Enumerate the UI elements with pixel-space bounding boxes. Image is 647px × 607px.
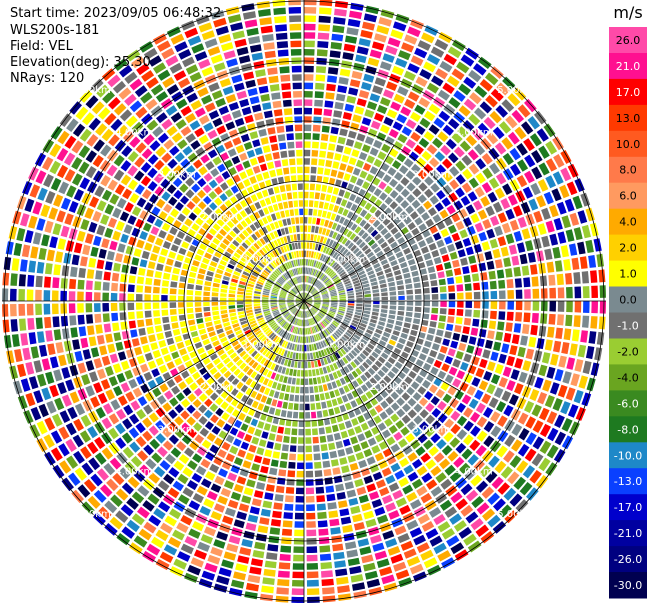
range-ring-label: 1.00km [327, 339, 365, 350]
range-ring-label: 2.00km [370, 212, 408, 223]
range-ring-label: 5.00km [73, 85, 111, 96]
azimuth-spoke [303, 300, 461, 392]
range-ring-label: 5.00km [497, 509, 535, 520]
colorbar-swatch [609, 390, 647, 417]
range-ring-label: 4.00km [455, 467, 493, 478]
range-ring-label: 3.00km [158, 424, 196, 435]
azimuth-spoke [147, 300, 305, 392]
colorbar-tick-label: -2.0 [617, 345, 638, 358]
start-time-text: Start time: 2023/09/05 06:48:32 [10, 6, 222, 21]
velocity-gate-group [11, 0, 599, 594]
velocity-gate-group [20, 2, 602, 603]
colorbar-tick-label: -6.0 [617, 397, 638, 410]
colorbar-tick-label: 8.0 [619, 164, 637, 177]
range-ring-label: 1.00km [327, 255, 365, 266]
colorbar-tick-label: 1.0 [619, 268, 637, 281]
colorbar-tick-label: -8.0 [617, 423, 638, 436]
colorbar-tick-label: 6.0 [619, 190, 637, 203]
range-ring-label: 2.00km [370, 382, 408, 393]
velocity-gate-group [9, 9, 605, 587]
colorbar-tick-label: 2.0 [619, 242, 637, 255]
colorbar-swatch [609, 260, 647, 288]
colorbar-tick-label: -26.0 [614, 553, 642, 566]
colorbar-swatch [609, 572, 647, 599]
colorbar-swatch [609, 27, 647, 54]
range-ring-label: 1.00km [243, 255, 281, 266]
colorbar-tick-label: -30.0 [614, 579, 642, 592]
colorbar-swatch [609, 182, 647, 210]
range-ring-label: 3.00km [412, 170, 450, 181]
colorbar-swatch [609, 286, 647, 313]
colorbar-tick-label: 0.0 [619, 294, 637, 307]
velocity-gates [2, 0, 606, 604]
colorbar-tick-label: -21.0 [614, 527, 642, 540]
range-ring-label: 4.00km [115, 467, 153, 478]
colorbar-swatch [609, 156, 647, 184]
range-ring-label: 1.00km [243, 339, 281, 350]
nrays-text: NRays: 120 [10, 71, 85, 86]
colorbar-swatch [609, 208, 647, 236]
colorbar-tick-label: 21.0 [616, 60, 641, 73]
colorbar-swatch [609, 312, 647, 339]
colorbar-swatch [609, 130, 647, 158]
azimuth-spoke [303, 210, 461, 302]
colorbar-tick-label: -10.0 [614, 449, 642, 462]
range-ring-label: 2.00km [200, 212, 238, 223]
colorbar-swatch [609, 416, 647, 443]
field-text: Field: VEL [10, 39, 73, 54]
velocity-gate-group [4, 5, 596, 600]
colorbar-tick-label: -1.0 [617, 320, 638, 333]
colorbar-swatch [609, 442, 647, 469]
range-ring-label: 4.00km [115, 127, 153, 138]
azimuth-spoke [303, 144, 395, 302]
range-ring-label: 4.00km [455, 127, 493, 138]
velocity-gate-group [2, 21, 582, 603]
colorbar-tick-label: 10.0 [616, 138, 641, 151]
colorbar-title: m/s [613, 3, 642, 22]
colorbar-swatch [609, 338, 647, 365]
colorbar-swatch [609, 78, 647, 106]
range-ring-label: 5.00km [73, 509, 111, 520]
azimuth-spoke [303, 300, 395, 458]
range-ring-label: 5.00km [497, 85, 535, 96]
azimuth-spoke [213, 144, 305, 302]
colorbar-tick-label: -4.0 [617, 371, 638, 384]
instrument-name-text: WLS200s-181 [10, 23, 100, 38]
colorbar-swatch [609, 234, 647, 262]
colorbar-tick-label: -13.0 [614, 475, 642, 488]
colorbar-tick-label: 4.0 [619, 216, 637, 229]
colorbar-tick-label: 17.0 [616, 86, 641, 99]
velocity-gate-group [6, 17, 598, 603]
colorbar-swatch [609, 546, 647, 573]
range-ring-label: 3.00km [412, 424, 450, 435]
velocity-gate-group [18, 30, 591, 585]
range-ring-label: 3.00km [158, 170, 196, 181]
colorbar-swatch [609, 468, 647, 495]
colorbar-swatch [609, 494, 647, 521]
colorbar-tick-label: 26.0 [616, 34, 641, 47]
range-ring-label: 2.00km [200, 382, 238, 393]
colorbar-swatch [609, 520, 647, 547]
azimuth-spoke [147, 210, 305, 302]
colorbar-tick-label: 13.0 [616, 112, 641, 125]
elevation-text: Elevation(deg): 35.30 [10, 55, 151, 70]
colorbar-swatch [609, 364, 647, 391]
azimuth-spoke [213, 300, 305, 458]
colorbar-swatch [609, 53, 647, 80]
colorbar-swatch [609, 104, 647, 132]
colorbar-tick-label: -17.0 [614, 501, 642, 514]
